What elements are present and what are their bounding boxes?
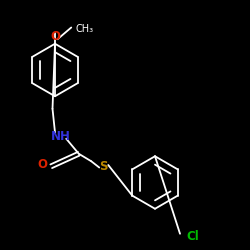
Text: S: S [100,160,108,173]
Text: NH: NH [51,130,71,143]
Text: O: O [50,30,60,43]
Text: Cl: Cl [186,230,199,243]
Text: O: O [38,158,48,172]
Text: CH₃: CH₃ [75,24,93,34]
